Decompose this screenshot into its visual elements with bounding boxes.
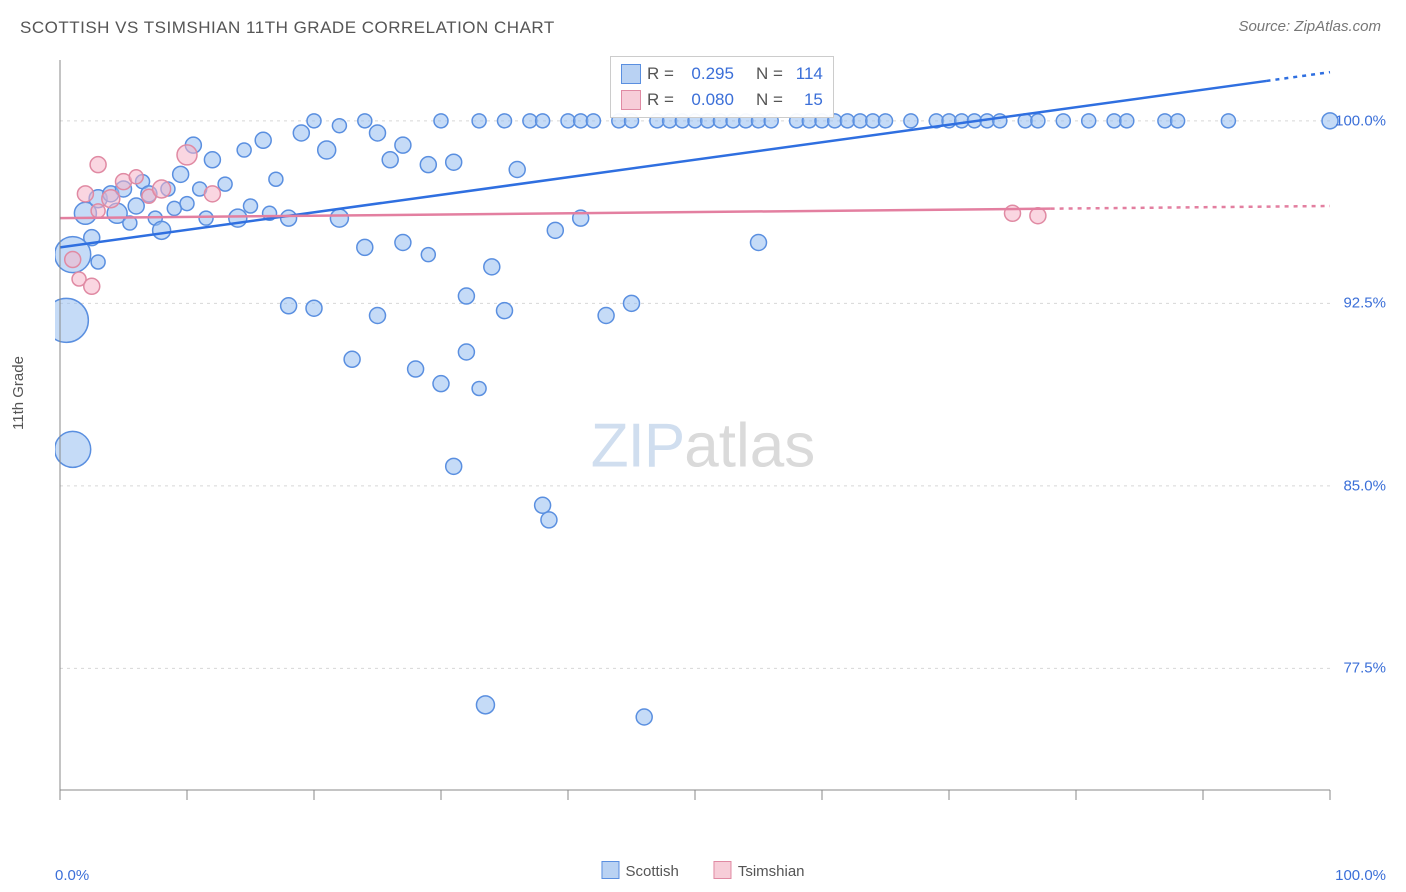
source-label: Source: ZipAtlas.com	[1238, 18, 1381, 35]
stats-row-tsimshian: R = 0.080 N = 15	[621, 87, 823, 113]
chart-title: SCOTTISH VS TSIMSHIAN 11TH GRADE CORRELA…	[20, 18, 555, 38]
stats-row-scottish: R = 0.295 N = 114	[621, 61, 823, 87]
legend: Scottish Tsimshian	[601, 861, 804, 880]
x-tick-max: 100.0%	[1335, 867, 1386, 884]
x-tick-min: 0.0%	[55, 867, 89, 884]
legend-scottish: Scottish	[601, 861, 678, 880]
chart-plot	[55, 55, 1385, 825]
legend-tsimshian: Tsimshian	[714, 861, 805, 880]
stats-box: R = 0.295 N = 114 R = 0.080 N = 15	[610, 56, 834, 118]
y-axis-label: 11th Grade	[10, 356, 27, 430]
